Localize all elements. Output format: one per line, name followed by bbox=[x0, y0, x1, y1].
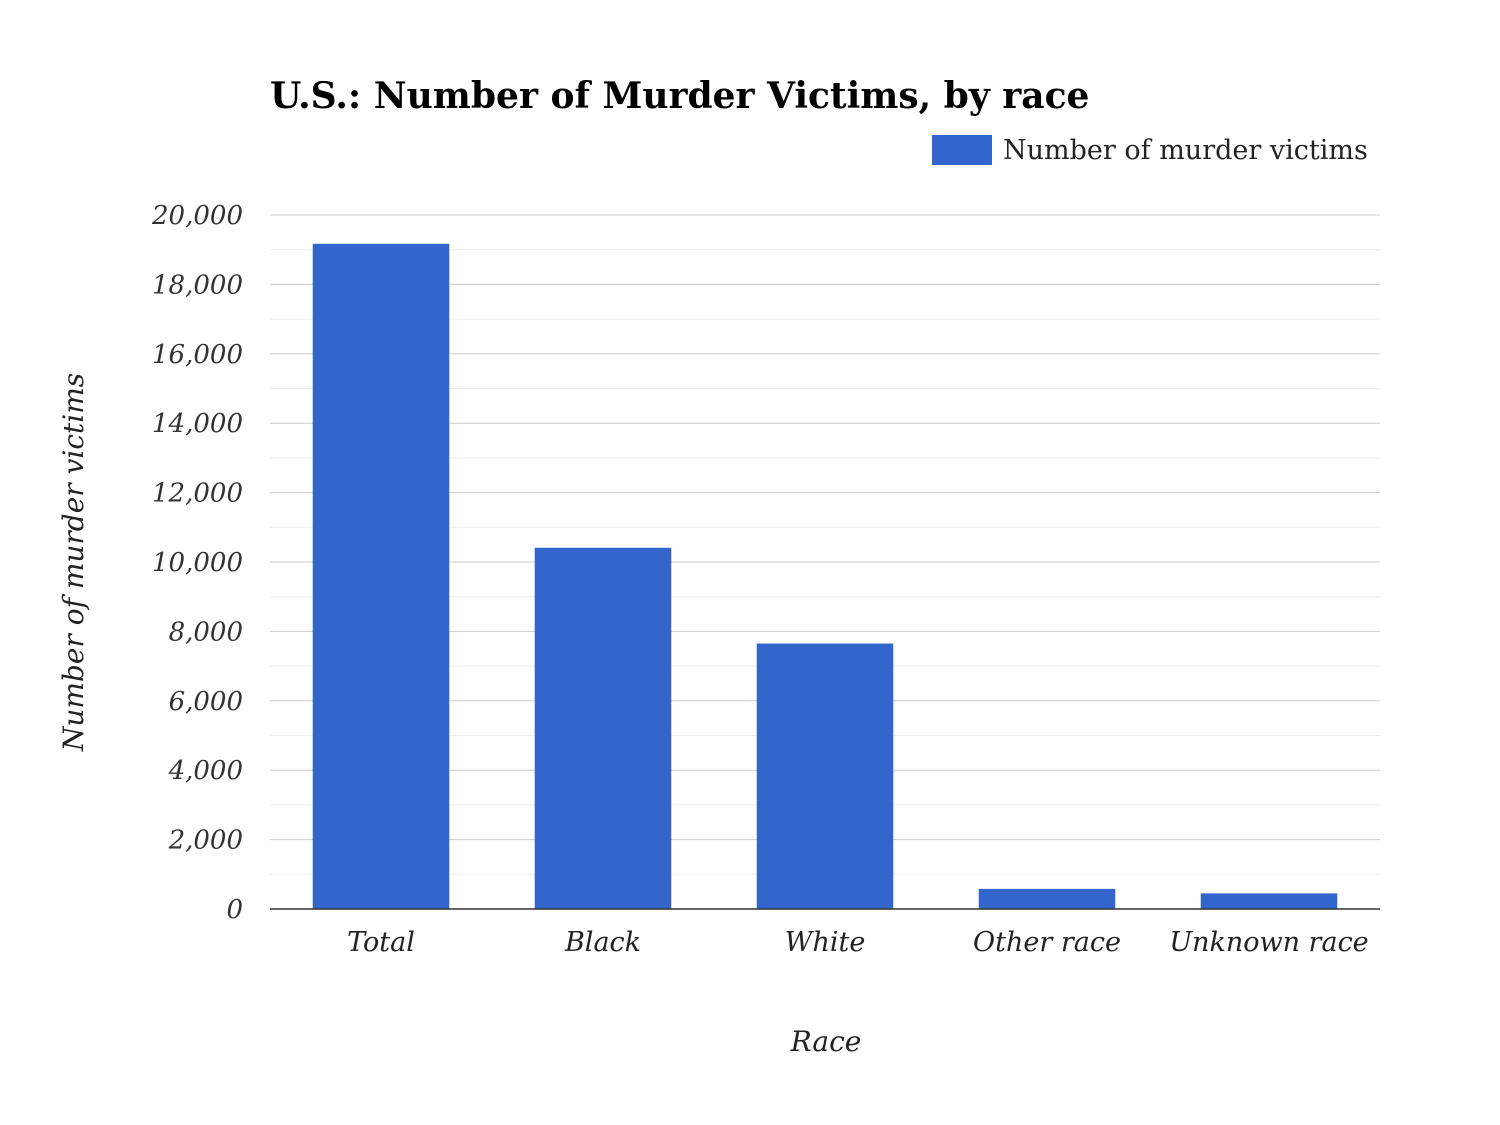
legend[interactable]: Number of murder victims bbox=[932, 135, 1368, 166]
x-tick-label: Total bbox=[347, 927, 415, 958]
x-axis-ticks: Total Black White Other race Unknown race bbox=[347, 927, 1369, 958]
x-axis-title: Race bbox=[790, 1025, 862, 1058]
bar-white[interactable] bbox=[756, 643, 894, 909]
y-tick-label: 10,000 bbox=[152, 548, 243, 578]
y-tick-label: 8,000 bbox=[169, 617, 243, 647]
bar-black[interactable] bbox=[534, 547, 672, 909]
y-axis-ticks: 0 2,000 4,000 6,000 8,000 10,000 12,000 14,000 1… bbox=[151, 201, 243, 925]
y-tick-label: 14,000 bbox=[152, 409, 243, 439]
y-tick-label: 0 bbox=[226, 895, 243, 925]
legend-swatch bbox=[932, 135, 992, 165]
y-tick-label: 2,000 bbox=[168, 826, 243, 856]
y-axis-title: Number of murder victims bbox=[57, 373, 90, 752]
chart-title: U.S.: Number of Murder Victims, by race bbox=[270, 75, 1089, 117]
y-tick-label: 18,000 bbox=[152, 270, 243, 300]
bar-unknown-race[interactable] bbox=[1200, 893, 1338, 909]
y-tick-label: 6,000 bbox=[169, 687, 243, 717]
bar-total[interactable] bbox=[312, 243, 450, 909]
x-tick-label: Black bbox=[564, 927, 641, 958]
y-tick-label: 20,000 bbox=[151, 201, 243, 231]
x-tick-label: Other race bbox=[973, 927, 1121, 958]
bar-other-race[interactable] bbox=[978, 888, 1116, 909]
y-tick-label: 4,000 bbox=[168, 756, 243, 786]
y-tick-label: 12,000 bbox=[152, 479, 243, 509]
legend-label: Number of murder victims bbox=[1003, 135, 1368, 166]
x-tick-label: Unknown race bbox=[1169, 927, 1368, 958]
bars bbox=[312, 243, 1338, 909]
x-tick-label: White bbox=[785, 927, 866, 958]
y-tick-label: 16,000 bbox=[152, 340, 243, 370]
